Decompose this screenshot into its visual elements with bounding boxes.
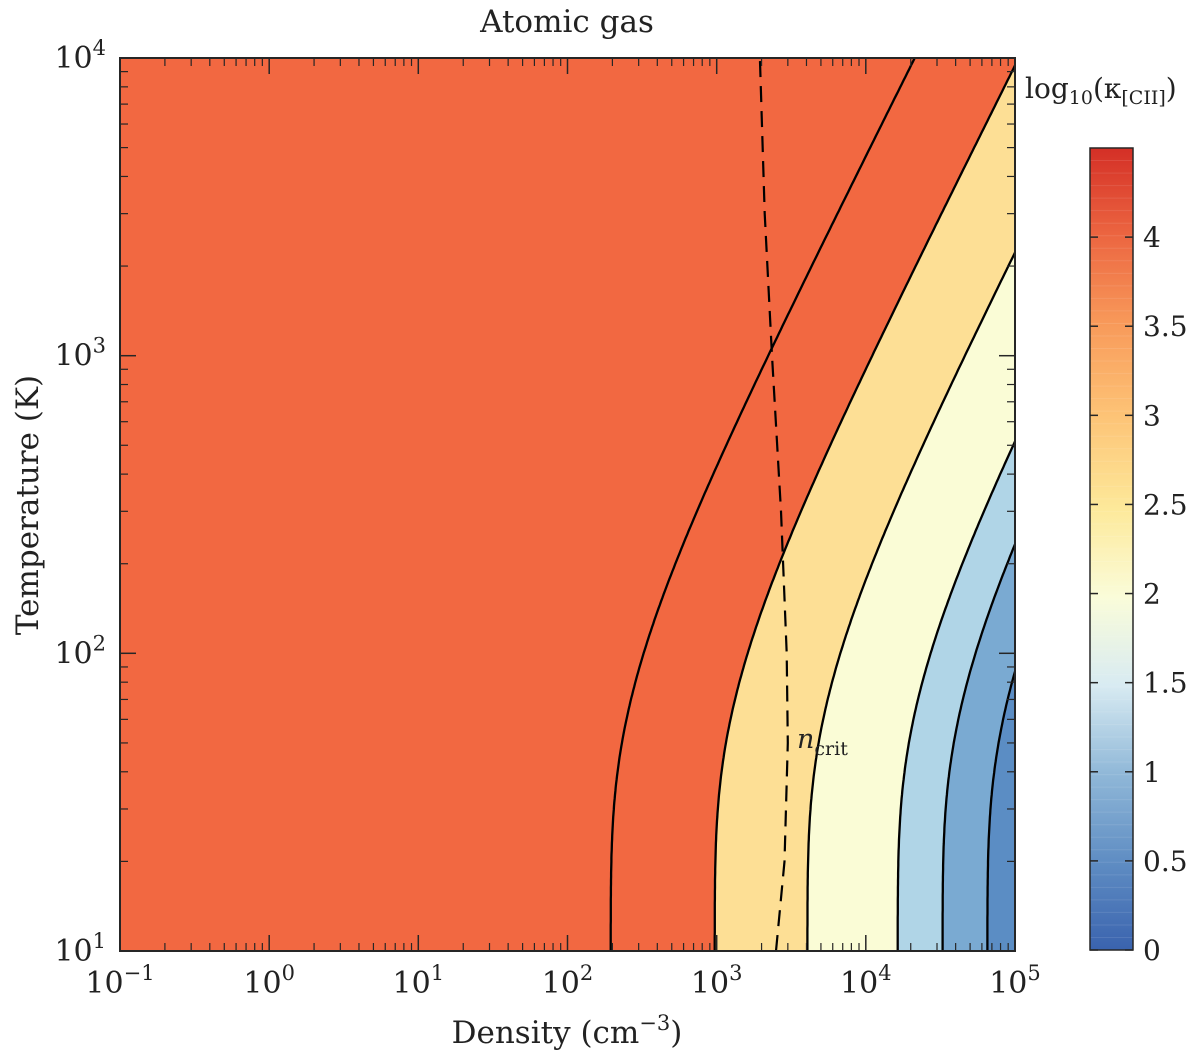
x-tick-label: 104 bbox=[840, 961, 892, 1001]
x-axis-label: Density (cm−3) bbox=[452, 1011, 683, 1051]
colorbar-tick-label: 3 bbox=[1143, 399, 1161, 432]
colorbar-tick-label: 0 bbox=[1143, 934, 1161, 967]
colorbar-gradient bbox=[1090, 148, 1133, 950]
colorbar-tick-label: 3.5 bbox=[1143, 310, 1188, 343]
colorbar-tick-label: 2.5 bbox=[1143, 488, 1188, 521]
x-tick: 101 bbox=[393, 58, 445, 1001]
x-tick-label: 102 bbox=[542, 961, 594, 1001]
y-axis: 101 102 103 104 bbox=[54, 36, 1015, 969]
colorbar-tick-label: 2 bbox=[1143, 578, 1161, 611]
y-tick: 101 bbox=[54, 929, 1015, 969]
plot-area bbox=[120, 58, 1060, 951]
y-axis-label: Temperature (K) bbox=[10, 375, 46, 635]
colorbar: log10(κ[CII]) 0 0.5 1 1.5 2 2.5 3 3.5 4 bbox=[1025, 72, 1188, 967]
contour-line bbox=[1032, 58, 1060, 951]
contour-line bbox=[713, 62, 1015, 951]
y-tick: 104 bbox=[54, 36, 1015, 76]
ncrit-label-sub: crit bbox=[814, 738, 848, 760]
x-tick-label: 101 bbox=[393, 961, 445, 1001]
x-tick: 104 bbox=[840, 58, 892, 1001]
x-tick: 103 bbox=[691, 58, 743, 1001]
colorbar-tick-label: 4 bbox=[1143, 221, 1161, 254]
contour-line bbox=[941, 541, 1015, 951]
x-tick: 102 bbox=[542, 58, 594, 1001]
colorbar-tick-label: 0.5 bbox=[1143, 845, 1188, 878]
x-tick: 100 bbox=[243, 58, 295, 1001]
contour-line bbox=[896, 438, 1015, 951]
chart-title: Atomic gas bbox=[479, 4, 654, 40]
contour-line bbox=[806, 249, 1015, 951]
critical-density-line bbox=[758, 58, 789, 951]
x-tick-label: 103 bbox=[691, 961, 743, 1001]
colorbar-tick-label: 1 bbox=[1143, 756, 1161, 789]
contour-region bbox=[120, 58, 915, 951]
ncrit-label-main: n bbox=[797, 724, 814, 755]
x-axis: 10−1 100 101 102 103 104 bbox=[85, 58, 1041, 1001]
y-tick-label: 104 bbox=[54, 36, 106, 76]
y-tick: 103 bbox=[54, 334, 1015, 374]
colorbar-label: log10(κ[CII]) bbox=[1025, 72, 1177, 109]
ncrit-label: ncrit bbox=[797, 724, 848, 760]
y-tick-label: 102 bbox=[54, 631, 106, 671]
x-tick-label: 105 bbox=[989, 961, 1041, 1001]
x-tick-label: 10−1 bbox=[85, 961, 154, 1001]
contour-line bbox=[986, 667, 1015, 951]
y-tick-label: 103 bbox=[54, 334, 106, 374]
x-tick: 10−1 bbox=[85, 58, 155, 1001]
x-tick: 105 bbox=[989, 58, 1041, 1001]
colorbar-tick-label: 1.5 bbox=[1143, 667, 1188, 700]
x-tick-label: 100 bbox=[243, 961, 295, 1001]
contour-line bbox=[609, 58, 916, 951]
colorbar-frame bbox=[1089, 147, 1134, 951]
y-tick-label: 101 bbox=[54, 929, 106, 969]
y-tick: 102 bbox=[54, 631, 1015, 671]
